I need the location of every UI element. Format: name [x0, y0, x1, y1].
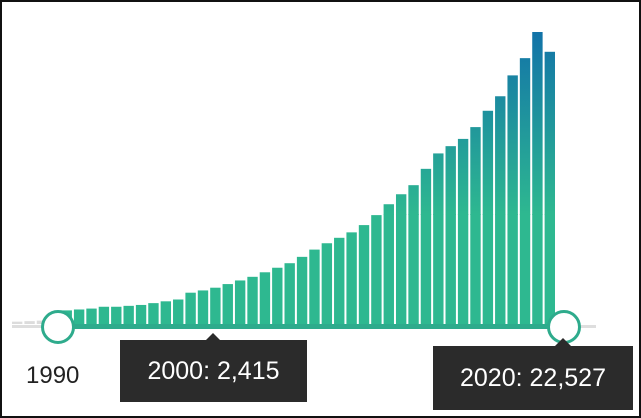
hover-tooltip-pointer	[205, 333, 221, 341]
histogram-bar	[234, 280, 246, 324]
histogram-bar	[358, 225, 370, 324]
histogram-bar-top	[395, 194, 407, 215]
histogram-bar	[86, 308, 97, 324]
histogram-bar	[470, 214, 481, 324]
histogram-bar-top	[420, 168, 432, 215]
histogram-bar	[210, 287, 221, 324]
histogram-bar	[73, 309, 85, 324]
histogram-bar	[482, 214, 494, 324]
histogram-bar	[98, 306, 110, 324]
histogram-bar	[111, 306, 122, 324]
histogram-bar	[296, 256, 308, 324]
histogram-bar-inactive	[24, 321, 35, 324]
histogram-bar-top	[532, 32, 543, 215]
histogram-bar	[519, 214, 531, 324]
histogram-bar	[284, 263, 295, 324]
slider-track-selected[interactable]	[58, 324, 564, 329]
histogram-bar	[135, 304, 147, 324]
histogram-bar-top	[507, 75, 518, 216]
histogram-bar	[185, 292, 196, 324]
histogram-bar	[247, 276, 258, 324]
histogram-bar	[371, 215, 382, 324]
histogram-bar-top	[433, 153, 444, 215]
histogram-bar	[507, 214, 518, 324]
histogram-bar	[148, 303, 159, 324]
end-tooltip-pointer	[555, 338, 571, 346]
histogram-bar	[334, 237, 345, 324]
end-tooltip: 2020: 22,527	[433, 346, 633, 410]
histogram-bar	[408, 214, 419, 324]
slider-track-inactive-left	[12, 325, 48, 328]
histogram-bar	[272, 267, 283, 324]
histogram-bar	[383, 214, 394, 324]
hover-tooltip: 2000: 2,415	[120, 340, 307, 402]
histogram-bar-top	[445, 146, 456, 215]
histogram-bar-inactive	[12, 321, 23, 324]
histogram-bar-top	[470, 127, 481, 215]
histogram-bar	[309, 249, 320, 324]
histogram-bar	[160, 301, 172, 324]
histogram-bar-top	[495, 96, 506, 215]
histogram-bar	[544, 214, 555, 324]
histogram-bar	[197, 290, 209, 324]
histogram-bar-top	[457, 138, 469, 215]
histogram-bars	[12, 32, 555, 324]
histogram-bar	[420, 214, 432, 324]
histogram-bar-top	[408, 185, 419, 215]
histogram-bar-top	[482, 110, 494, 215]
histogram-bar	[445, 214, 456, 324]
histogram-bar	[259, 272, 271, 324]
histogram-bar	[395, 214, 407, 324]
histogram-bar	[532, 214, 543, 324]
histogram-bar-top	[544, 51, 555, 215]
histogram-bar	[346, 232, 357, 324]
start-year-label: 1990	[26, 362, 80, 389]
histogram-bar	[123, 305, 134, 324]
histogram-bar	[457, 214, 469, 324]
histogram-bar	[495, 214, 506, 324]
slider-handle-start[interactable]	[41, 310, 75, 344]
histogram-bar	[321, 243, 333, 324]
histogram-bar-top	[519, 58, 531, 215]
histogram-bar	[433, 214, 444, 324]
slider-track-inactive-right	[574, 325, 596, 328]
histogram-bar	[173, 299, 184, 324]
histogram-bar	[222, 284, 233, 324]
histogram-bar-top	[383, 204, 394, 215]
